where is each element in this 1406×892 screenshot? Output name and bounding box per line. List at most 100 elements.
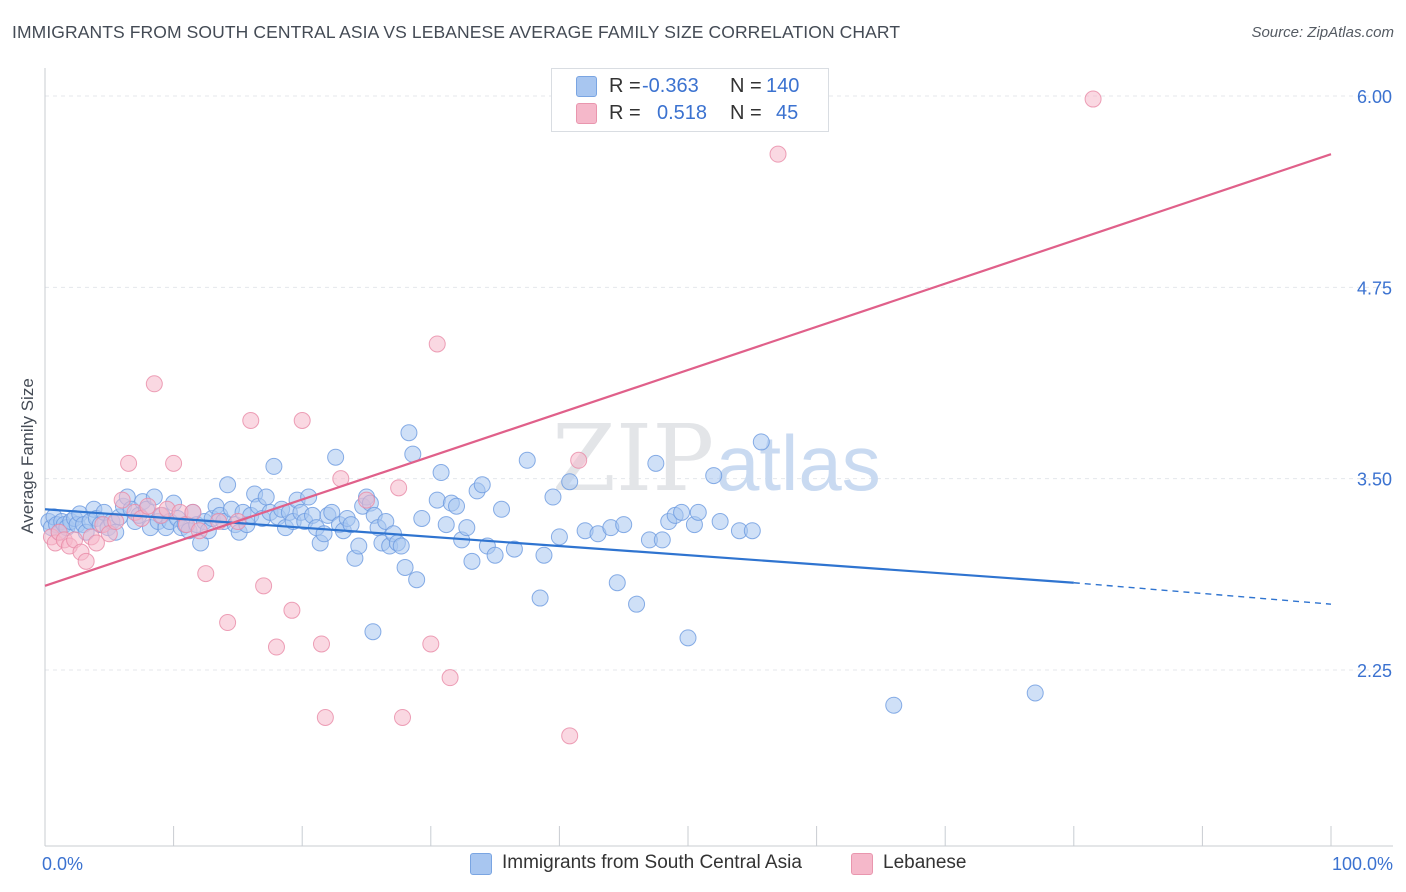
legend-r-label: R = bbox=[609, 75, 641, 97]
lebanese-point bbox=[561, 727, 579, 745]
legend-r-label: R = bbox=[609, 102, 641, 124]
lebanese-point bbox=[87, 534, 105, 552]
south-central-asia-point bbox=[408, 571, 426, 589]
lebanese-point bbox=[77, 552, 95, 570]
south-central-asia-point bbox=[535, 546, 553, 564]
south-central-asia-point bbox=[265, 457, 283, 475]
south-central-asia-point bbox=[505, 540, 523, 558]
south-central-asia-point bbox=[473, 476, 491, 494]
tick-labels: 2.25 3.50 4.75 6.00 0.0% 100.0% bbox=[42, 87, 1393, 874]
south-central-asia-trend-line-extension bbox=[1073, 582, 1332, 605]
watermark: ZIP atlas bbox=[552, 405, 881, 512]
source-label: Source: ZipAtlas.com bbox=[1251, 24, 1394, 41]
south-central-asia-point bbox=[463, 552, 481, 570]
south-central-asia-point bbox=[342, 516, 360, 534]
south-central-asia-point bbox=[392, 537, 410, 555]
bottom-legend-swatch-blue bbox=[470, 853, 492, 875]
south-central-asia-point bbox=[711, 513, 729, 531]
south-central-asia-point bbox=[437, 516, 455, 534]
south-central-asia-point bbox=[550, 528, 568, 546]
lebanese-point bbox=[316, 708, 334, 726]
watermark-atlas: atlas bbox=[716, 419, 881, 507]
legend-swatch-pink bbox=[576, 103, 597, 124]
bottom-legend-label: Immigrants from South Central Asia bbox=[502, 852, 802, 873]
south-central-asia-point bbox=[647, 454, 665, 472]
lebanese-point bbox=[441, 669, 459, 687]
south-central-asia-point bbox=[432, 464, 450, 482]
lebanese-point bbox=[145, 375, 163, 393]
lebanese-point bbox=[428, 335, 446, 353]
lebanese-point bbox=[165, 454, 183, 472]
south-central-asia-point bbox=[413, 509, 431, 527]
lebanese-point bbox=[242, 412, 260, 430]
correlation-legend: R = -0.363 N = 140 R = 0.518 N = 45 bbox=[551, 68, 829, 132]
south-central-asia-point bbox=[400, 424, 418, 442]
grid-lines bbox=[45, 95, 1391, 671]
south-central-asia-point bbox=[428, 491, 446, 509]
south-central-asia-point bbox=[396, 558, 414, 576]
south-central-asia-point bbox=[458, 519, 476, 537]
lebanese-point bbox=[1084, 90, 1102, 108]
south-central-asia-point bbox=[561, 473, 579, 491]
legend-n-label: N = bbox=[730, 75, 762, 97]
lebanese-point bbox=[219, 614, 237, 632]
south-central-asia-point bbox=[679, 629, 697, 647]
lebanese-point bbox=[184, 503, 202, 521]
trend-lines bbox=[44, 153, 1332, 605]
south-central-asia-point bbox=[323, 503, 341, 521]
lebanese-point bbox=[293, 412, 311, 430]
south-central-asia-point bbox=[689, 503, 707, 521]
axes bbox=[44, 68, 1393, 847]
lebanese-point bbox=[197, 565, 215, 583]
south-central-asia-point bbox=[364, 623, 382, 641]
lebanese-point bbox=[422, 635, 440, 653]
lebanese-point bbox=[390, 479, 408, 497]
lebanese-point bbox=[769, 145, 787, 163]
south-central-asia-point bbox=[752, 433, 770, 451]
south-central-asia-point bbox=[486, 546, 504, 564]
lebanese-point bbox=[255, 577, 273, 595]
y-tick-label: 6.00 bbox=[1357, 87, 1392, 107]
lebanese-trend-line bbox=[44, 153, 1332, 587]
legend-swatch-blue bbox=[576, 76, 597, 97]
south-central-asia-point bbox=[743, 522, 761, 540]
lebanese-point bbox=[120, 454, 138, 472]
x-tick-label-end: 100.0% bbox=[1332, 854, 1393, 874]
y-tick-label: 4.75 bbox=[1357, 278, 1392, 298]
south-central-asia-point bbox=[327, 448, 345, 466]
data-points bbox=[40, 90, 1102, 745]
south-central-asia-point bbox=[377, 513, 395, 531]
south-central-asia-point bbox=[531, 589, 549, 607]
south-central-asia-trend-line bbox=[44, 508, 1074, 584]
bottom-legend-swatch-pink bbox=[851, 853, 873, 875]
legend-n-value: 45 bbox=[776, 102, 799, 124]
lebanese-point bbox=[107, 513, 125, 531]
lebanese-point bbox=[283, 601, 301, 619]
south-central-asia-point bbox=[628, 595, 646, 613]
lebanese-point bbox=[358, 491, 375, 509]
y-tick-label: 3.50 bbox=[1357, 470, 1392, 490]
lebanese-point bbox=[267, 638, 285, 656]
south-central-asia-point bbox=[653, 531, 671, 549]
y-tick-label: 2.25 bbox=[1357, 661, 1392, 681]
south-central-asia-point bbox=[448, 497, 466, 515]
lebanese-point bbox=[139, 497, 157, 515]
x-tick-label-start: 0.0% bbox=[42, 854, 83, 874]
legend-r-value: 0.518 bbox=[657, 102, 708, 124]
south-central-asia-point bbox=[885, 696, 903, 714]
bottom-legend-label: Lebanese bbox=[883, 852, 967, 873]
y-axis-title: Average Family Size bbox=[18, 378, 37, 534]
south-central-asia-point bbox=[615, 516, 633, 534]
south-central-asia-point bbox=[257, 488, 275, 506]
lebanese-point bbox=[394, 708, 412, 726]
lebanese-point bbox=[312, 635, 330, 653]
lebanese-point bbox=[570, 451, 588, 469]
south-central-asia-point bbox=[518, 451, 536, 469]
south-central-asia-point bbox=[219, 476, 237, 494]
lebanese-point bbox=[113, 491, 131, 509]
south-central-asia-point bbox=[1026, 684, 1044, 702]
south-central-asia-point bbox=[493, 500, 511, 518]
south-central-asia-point bbox=[705, 467, 723, 485]
chart-title: IMMIGRANTS FROM SOUTH CENTRAL ASIA VS LE… bbox=[12, 22, 901, 42]
